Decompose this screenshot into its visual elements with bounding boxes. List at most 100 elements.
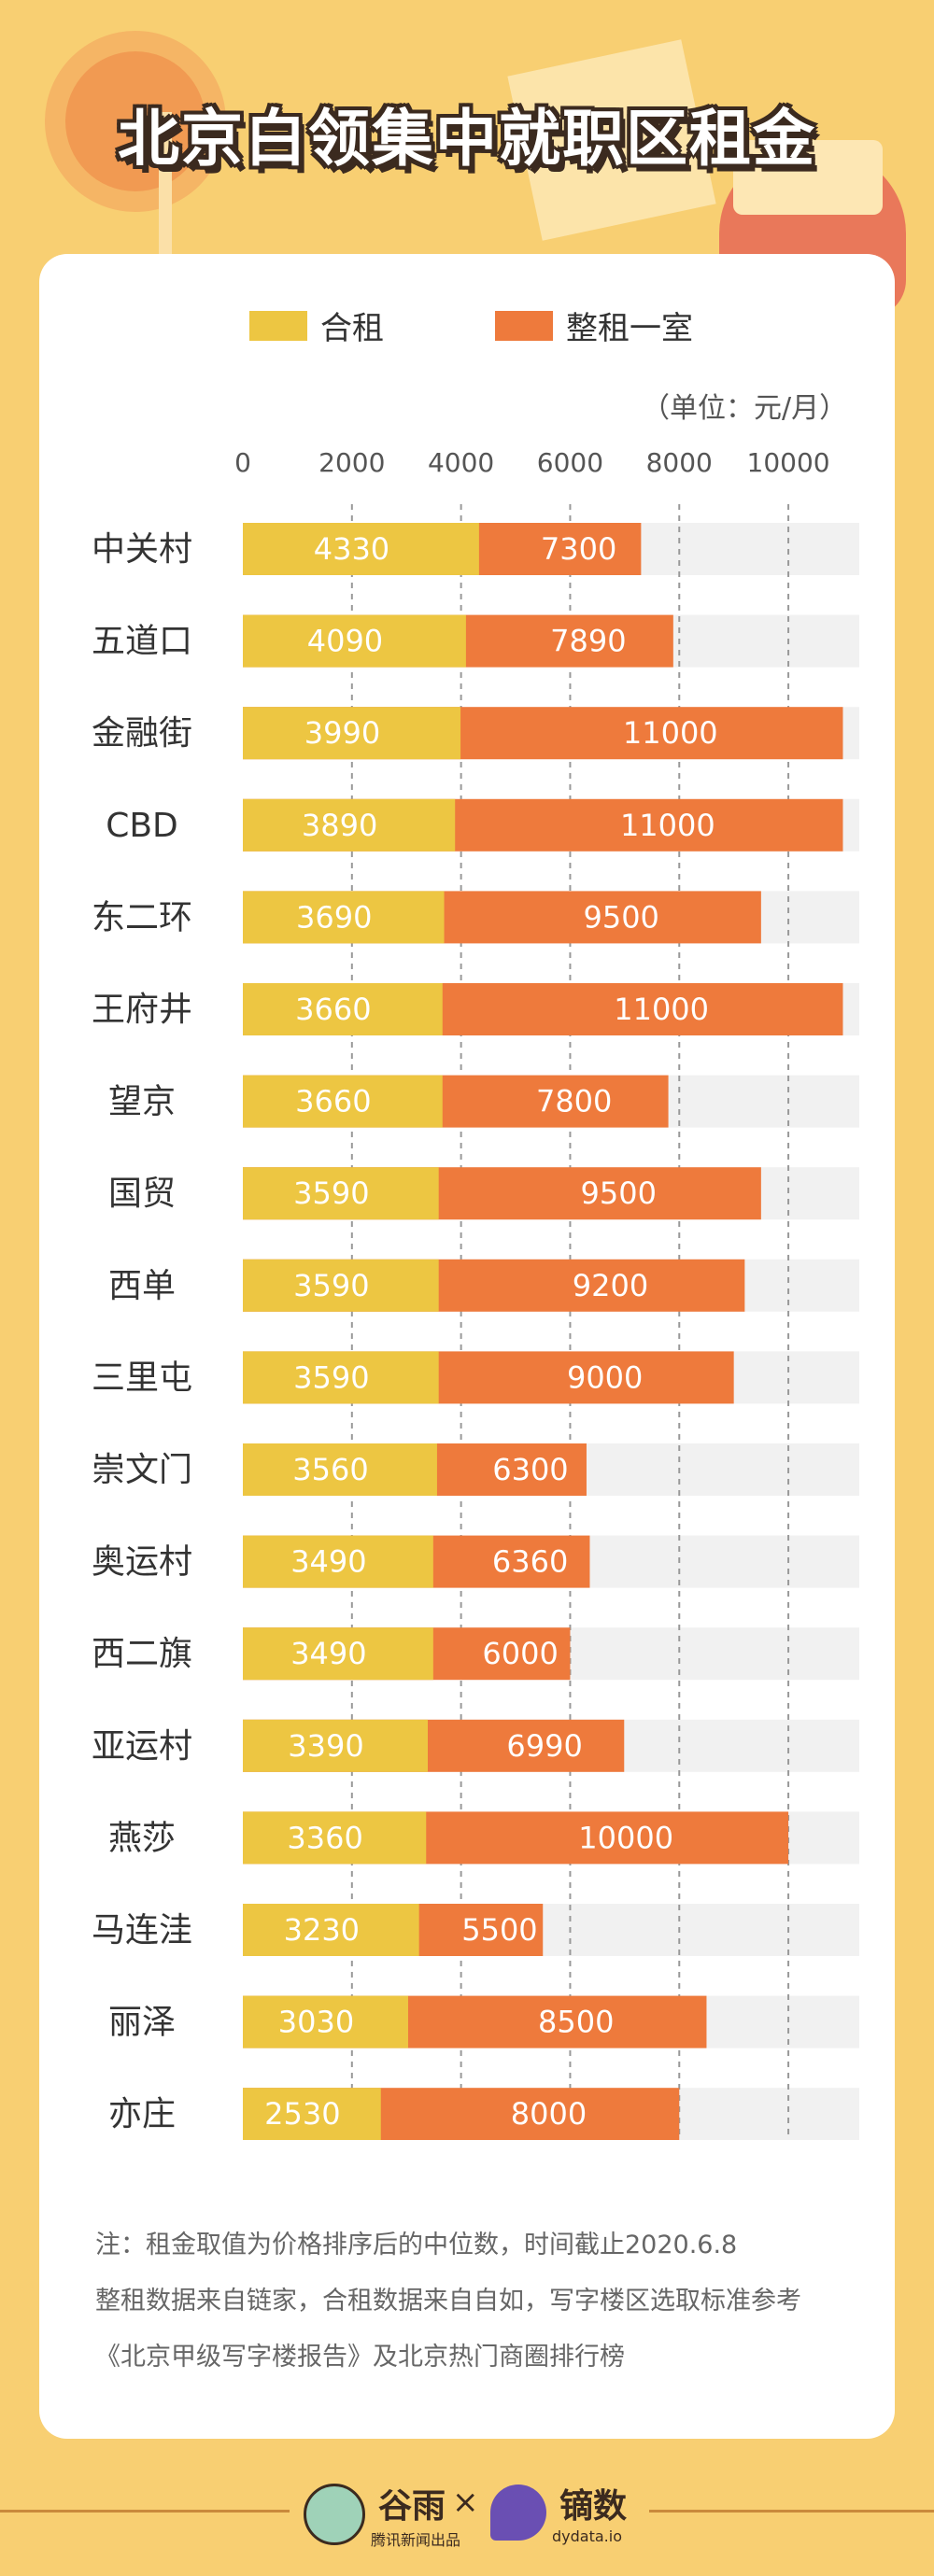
bar-shared [243, 1811, 427, 1865]
chart-card: 合租 整租一室 （单位：元/月） 0 2000 4000 6000 8000 10000 中… [39, 254, 895, 2439]
category-label: 东二环 [92, 898, 192, 936]
legend-swatch-shared [249, 310, 307, 341]
data-label-whole: 11000 [614, 992, 709, 1027]
category-label: 奥运村 [92, 1543, 192, 1582]
category-label: 燕莎 [108, 1819, 176, 1857]
data-label-whole: 10000 [578, 1820, 673, 1855]
category-label: 崇文门 [92, 1451, 192, 1489]
legend-item-shared: 合租 [249, 303, 384, 348]
dydata-logo-icon [490, 2484, 546, 2541]
bar-shared [243, 1627, 433, 1681]
bar-chart: 0 2000 4000 6000 8000 10000 中关村 4330 7300 五道口 4090… [92, 447, 859, 2140]
bar-shared [243, 1075, 443, 1128]
bar-shared [243, 1259, 439, 1312]
bar-shared [243, 614, 466, 668]
category-label: 国贸 [108, 1175, 176, 1213]
data-label-whole: 9500 [583, 899, 658, 935]
data-label-shared: 3590 [293, 1175, 369, 1211]
data-label-whole: 8000 [511, 2096, 587, 2132]
brand-guyu-sub: 腾讯新闻出品 [371, 2531, 461, 2549]
data-label-shared: 3230 [284, 1912, 360, 1948]
bar-shared [243, 1995, 408, 2048]
bar-shared [243, 523, 479, 575]
bar-shared [243, 798, 456, 852]
data-label-shared: 3390 [288, 1728, 363, 1764]
data-label-shared: 3590 [293, 1359, 369, 1395]
brand-dydata-sub: dydata.io [552, 2527, 622, 2545]
page-title: 北京白领集中就职区租金 [118, 103, 816, 175]
data-label-whole: 11000 [620, 808, 715, 843]
data-label-shared: 3490 [290, 1636, 366, 1671]
category-label: 马连洼 [92, 1911, 192, 1950]
data-label-shared: 3890 [302, 808, 377, 843]
data-label-whole: 9500 [581, 1175, 657, 1211]
bar-shared [243, 1719, 428, 1772]
brand-dydata-name: 镝数 [559, 2487, 628, 2526]
category-label: 三里屯 [92, 1358, 192, 1397]
bar-shared [243, 1535, 433, 1588]
data-label-whole: 11000 [623, 715, 718, 751]
category-label: 亚运村 [92, 1727, 192, 1766]
bar-shared [243, 1904, 419, 1956]
data-label-whole: 7890 [550, 624, 626, 659]
tick-label: 10000 [747, 447, 830, 478]
data-label-whole: 7800 [536, 1084, 612, 1119]
data-label-whole: 8500 [538, 2005, 614, 2040]
category-label: 五道口 [92, 623, 192, 661]
data-label-whole: 7300 [541, 531, 616, 567]
legend-item-whole: 整租一室 [495, 303, 693, 348]
category-label: 王府井 [92, 991, 192, 1029]
bar-shared [243, 707, 461, 760]
brand-guyu-name: 谷雨 [378, 2487, 446, 2526]
bar-shared [243, 891, 445, 944]
data-label-shared: 3360 [287, 1820, 362, 1855]
data-label-shared: 4090 [307, 624, 383, 659]
data-label-whole: 6000 [482, 1636, 558, 1671]
note-line-2: 整租数据来自链家，合租数据来自自如，写字楼区选取标准参考 [95, 2287, 801, 2316]
footer-line-right [649, 2510, 934, 2513]
legend-label-shared: 合租 [320, 310, 384, 347]
data-label-shared: 3030 [278, 2005, 354, 2040]
data-label-shared: 2530 [264, 2096, 340, 2132]
data-label-shared: 3990 [304, 715, 380, 751]
tick-label: 0 [234, 447, 251, 478]
tick-label: 4000 [428, 447, 494, 478]
category-label: 西二旗 [92, 1635, 192, 1673]
data-label-shared: 3490 [290, 1544, 366, 1580]
legend-label-whole: 整租一室 [566, 310, 693, 347]
brand-guyu: 谷雨 腾讯新闻出品 [304, 2479, 460, 2550]
category-label: CBD [106, 807, 178, 845]
data-label-whole: 9000 [567, 1359, 643, 1395]
tick-label: 8000 [646, 447, 713, 478]
bar-shared [243, 983, 443, 1035]
legend-swatch-whole [495, 310, 553, 341]
note-line-1: 注：租金取值为价格排序后的中位数，时间截止2020.6.8 [95, 2231, 738, 2259]
brand-separator: × [452, 2484, 479, 2521]
footer-line-left [0, 2510, 290, 2513]
data-label-whole: 9200 [573, 1268, 648, 1303]
note-line-3: 《北京甲级写字楼报告》及北京热门商圈排行榜 [95, 2343, 625, 2372]
category-label: 丽泽 [108, 2004, 176, 2042]
data-label-whole: 6300 [492, 1452, 568, 1487]
data-label-whole: 5500 [461, 1912, 537, 1948]
tick-label: 6000 [537, 447, 603, 478]
bar-shared [243, 1167, 439, 1220]
data-label-shared: 3660 [295, 992, 371, 1027]
category-label: 金融街 [92, 714, 192, 753]
data-label-shared: 4330 [314, 531, 389, 567]
guyu-logo-icon [304, 2484, 365, 2545]
decor-sun [65, 51, 205, 191]
bar-shared [243, 1443, 437, 1496]
category-label: 西单 [108, 1267, 176, 1305]
category-label: 中关村 [92, 530, 192, 569]
bar-shared [243, 2088, 381, 2140]
unit-label: （单位：元/月） [642, 392, 848, 425]
category-label: 亦庄 [108, 2095, 176, 2133]
data-label-whole: 6360 [492, 1544, 568, 1580]
bar-shared [243, 1351, 439, 1404]
data-label-shared: 3590 [293, 1268, 369, 1303]
data-label-whole: 6990 [506, 1728, 582, 1764]
tick-label: 2000 [318, 447, 385, 478]
brand-dydata: 镝数 dydata.io [490, 2479, 627, 2545]
data-label-shared: 3690 [296, 899, 372, 935]
